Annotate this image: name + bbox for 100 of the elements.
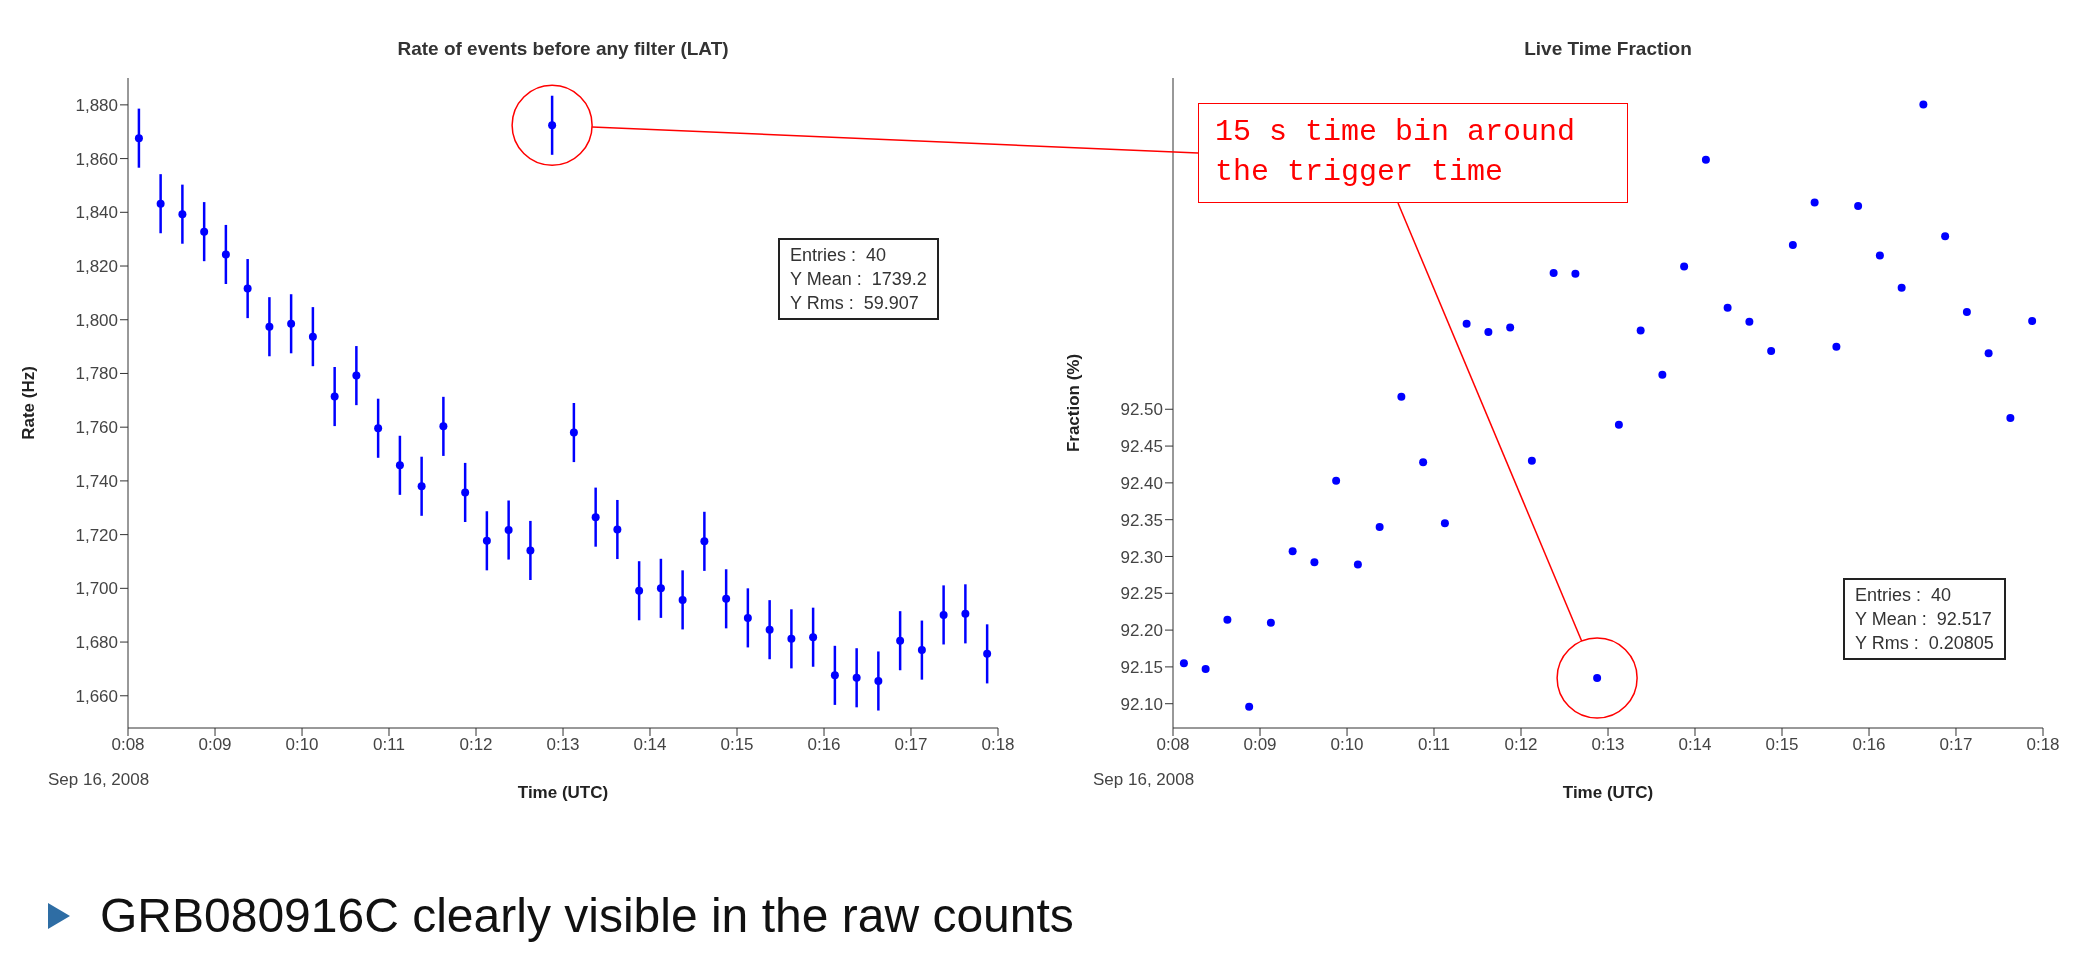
point [461, 488, 470, 497]
x-tick-label: 0:15 [1765, 735, 1799, 755]
point [156, 199, 165, 208]
y-tick-label: 1,860 [75, 149, 118, 169]
x-tick-label: 0:17 [894, 735, 928, 755]
x-tick-label: 0:13 [546, 735, 580, 755]
x-tick-label: 0:08 [111, 735, 145, 755]
point [678, 595, 687, 604]
x-tick-label: 0:09 [1243, 735, 1277, 755]
point [1201, 665, 1210, 674]
point [722, 594, 731, 603]
point [1266, 618, 1275, 627]
point [1636, 326, 1645, 335]
point [1875, 251, 1884, 260]
point [613, 525, 622, 534]
y-tick-label: 1,740 [75, 471, 118, 491]
point [178, 210, 187, 219]
point [1245, 702, 1254, 711]
point [809, 633, 818, 642]
point [939, 610, 948, 619]
point [1941, 232, 1950, 241]
x-tick-label: 0:13 [1591, 735, 1625, 755]
x-tick-label: 0:10 [285, 735, 319, 755]
y-tick-label: 1,820 [75, 257, 118, 277]
x-tick-label: 0:12 [1504, 735, 1538, 755]
x-tick-label: 0:09 [198, 735, 232, 755]
point [1680, 262, 1689, 271]
x-tick-label: 0:14 [1678, 735, 1712, 755]
x-tick-label: 0:18 [2026, 735, 2060, 755]
x-axis-title: Time (UTC) [1562, 783, 1654, 802]
point [200, 227, 209, 236]
point [591, 513, 600, 522]
x-tick-label: 0:11 [373, 735, 405, 755]
point [1919, 100, 1928, 109]
point [1527, 456, 1536, 465]
point [1223, 615, 1232, 624]
point [961, 609, 970, 618]
point [1332, 476, 1341, 485]
point [983, 649, 992, 658]
text: GRB080916C clearly visible in the raw counts [100, 888, 1074, 943]
y-tick-label: 92.35 [1120, 510, 1163, 530]
point [1658, 370, 1667, 379]
point [1571, 269, 1580, 278]
x-tick-label: 0:15 [720, 735, 754, 755]
y-tick-label: 1,880 [75, 95, 118, 115]
point [1353, 560, 1362, 569]
y-tick-label: 1,700 [75, 579, 118, 599]
point [287, 319, 296, 328]
point [1440, 519, 1449, 528]
point [787, 634, 796, 643]
y-tick-label: 92.25 [1120, 584, 1163, 604]
point [243, 284, 252, 293]
point [1614, 420, 1623, 429]
point [1179, 659, 1188, 668]
annotation: Y Mean : 1739.2 [790, 268, 927, 291]
point [1701, 155, 1710, 164]
point [1745, 317, 1754, 326]
annotation: Y Rms : 59.907 [790, 292, 920, 315]
point [2028, 316, 2037, 325]
x-tick-label: 0:10 [1330, 735, 1364, 755]
point [1984, 349, 1993, 358]
y-tick-label: 1,780 [75, 364, 118, 384]
point [1854, 202, 1863, 211]
point [374, 424, 383, 433]
point [569, 428, 578, 437]
annotation: Entries : 40 [1855, 584, 1953, 607]
y-tick-label: 1,840 [75, 203, 118, 223]
annotation: Y Rms : 0.20805 [1855, 632, 1994, 655]
point [395, 461, 404, 470]
y-tick-label: 92.20 [1120, 621, 1163, 641]
point [1788, 241, 1797, 250]
point [482, 536, 491, 545]
point [308, 332, 317, 341]
x-tick-label: 0:11 [1418, 735, 1450, 755]
x-axis-title: Time (UTC) [517, 783, 609, 802]
point [656, 584, 665, 593]
point [221, 250, 230, 259]
annotation: Y Mean : 92.517 [1855, 608, 1993, 631]
annotation: Entries : 40 [790, 244, 888, 267]
point [352, 371, 361, 380]
point [1462, 319, 1471, 328]
chart-title: Rate of events before any filter (LAT) [396, 38, 730, 60]
point [917, 646, 926, 655]
x-tick-label: 0:14 [633, 735, 667, 755]
y-tick-label: 92.45 [1120, 437, 1163, 457]
x-tick-label: 0:16 [807, 735, 841, 755]
annotation: 15 s time bin around the trigger time [1198, 103, 1628, 203]
y-axis-title: Fraction (%) [1064, 353, 1084, 453]
point [1397, 392, 1406, 401]
point [330, 392, 339, 401]
point [1484, 327, 1493, 336]
point [1962, 308, 1971, 317]
point [896, 636, 905, 645]
y-axis-title: Rate (Hz) [19, 366, 39, 440]
x-tick-label: 0:08 [1156, 735, 1190, 755]
y-tick-label: 92.50 [1120, 400, 1163, 420]
point [1375, 523, 1384, 532]
point [526, 546, 535, 555]
point [439, 422, 448, 431]
y-tick-label: 92.10 [1120, 694, 1163, 714]
